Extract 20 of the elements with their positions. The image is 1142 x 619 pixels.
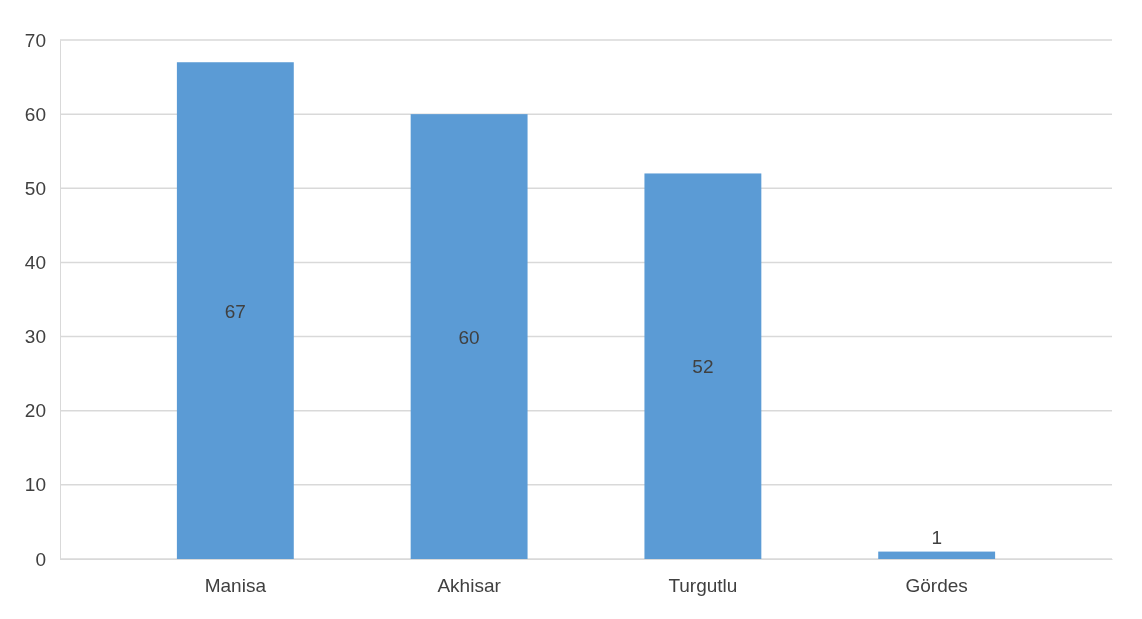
y-tick-label: 0: [35, 548, 46, 570]
y-tick-label: 50: [24, 177, 46, 199]
y-tick-label: 20: [24, 400, 46, 422]
bar: [644, 173, 762, 559]
x-tick-label: Gördes: [905, 575, 968, 597]
y-tick-label: 10: [24, 474, 46, 496]
data-label: 60: [458, 326, 480, 348]
bar: [176, 62, 294, 559]
bar: [410, 114, 528, 559]
x-tick-label: Turgutlu: [668, 575, 738, 597]
data-label: 1: [931, 526, 942, 548]
bar: [878, 551, 996, 559]
y-tick-label: 60: [24, 103, 46, 125]
x-tick-label: Manisa: [204, 575, 267, 597]
y-tick-label: 70: [24, 29, 46, 51]
y-tick-label: 30: [24, 326, 46, 348]
y-tick-label: 40: [24, 252, 46, 274]
data-label: 52: [692, 356, 714, 378]
x-tick-label: Akhisar: [437, 575, 502, 597]
data-label: 67: [224, 300, 246, 322]
